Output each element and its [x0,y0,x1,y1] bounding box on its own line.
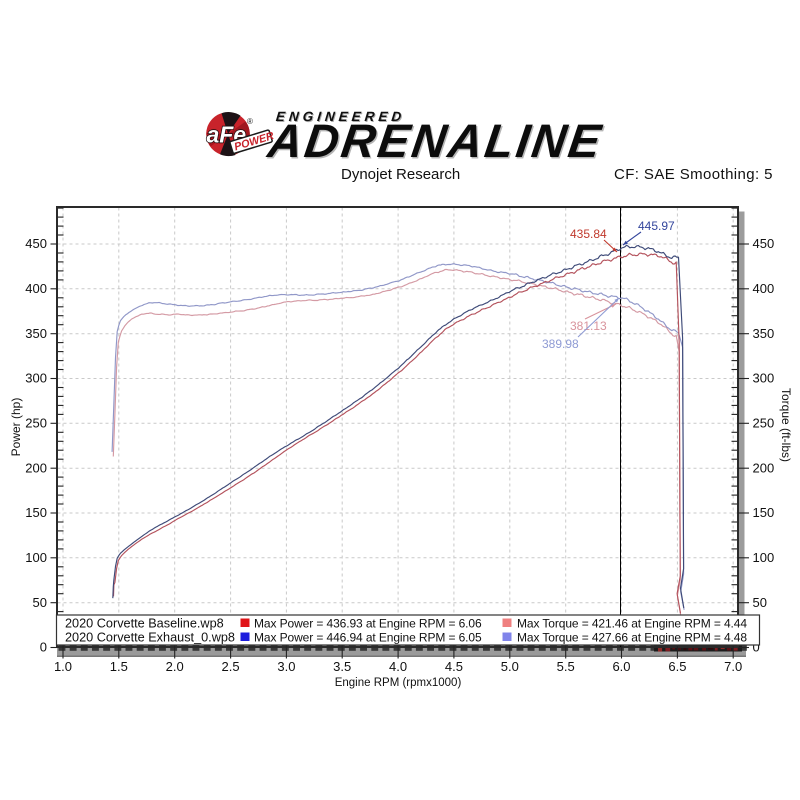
svg-text:435.84: 435.84 [570,227,607,241]
svg-text:Max Power = 436.93 at Engine R: Max Power = 436.93 at Engine RPM = 6.06 [254,617,482,631]
svg-text:1.5: 1.5 [110,659,128,674]
svg-text:400: 400 [753,281,775,296]
svg-text:®: ® [247,117,253,126]
svg-text:3.0: 3.0 [277,659,295,674]
svg-text:Max Torque = 427.66 at Engine: Max Torque = 427.66 at Engine RPM = 4.48 [517,631,747,645]
svg-text:4.5: 4.5 [445,659,463,674]
svg-text:100: 100 [25,550,47,565]
svg-text:450: 450 [753,236,775,251]
svg-text:200: 200 [25,460,47,475]
svg-text:300: 300 [753,371,775,386]
svg-text:6.5: 6.5 [668,659,686,674]
svg-text:50: 50 [753,595,767,610]
svg-text:4.0: 4.0 [389,659,407,674]
svg-text:Max Power = 446.94 at Engine R: Max Power = 446.94 at Engine RPM = 6.05 [254,631,482,645]
svg-text:445.97: 445.97 [638,219,675,233]
svg-text:389.98: 389.98 [542,337,579,351]
svg-text:6.0: 6.0 [612,659,630,674]
svg-text:400: 400 [25,281,47,296]
svg-text:5.0: 5.0 [501,659,519,674]
svg-text:Max Torque = 421.46 at Engine: Max Torque = 421.46 at Engine RPM = 4.44 [517,617,747,631]
svg-text:250: 250 [25,416,47,431]
svg-text:Engine RPM (rpmx1000): Engine RPM (rpmx1000) [335,677,462,689]
svg-text:350: 350 [25,326,47,341]
svg-text:1.0: 1.0 [54,659,72,674]
svg-text:0: 0 [40,640,47,655]
svg-text:250: 250 [753,416,775,431]
svg-text:200: 200 [753,460,775,475]
svg-text:381.13: 381.13 [570,319,607,333]
svg-text:Power (hp): Power (hp) [9,398,23,457]
svg-text:2.0: 2.0 [166,659,184,674]
svg-text:Torque (ft-lbs): Torque (ft-lbs) [779,388,793,462]
svg-text:3.5: 3.5 [333,659,351,674]
svg-text:450: 450 [25,236,47,251]
svg-text:7.0: 7.0 [724,659,742,674]
svg-text:5.5: 5.5 [557,659,575,674]
svg-text:2.5: 2.5 [222,659,240,674]
svg-text:100: 100 [753,550,775,565]
svg-text:2020 Corvette Exhaust_0.wp8: 2020 Corvette Exhaust_0.wp8 [65,631,235,645]
svg-text:300: 300 [25,371,47,386]
svg-text:0: 0 [753,640,760,655]
svg-text:50: 50 [33,595,47,610]
svg-text:150: 150 [25,505,47,520]
svg-text:2020 Corvette Baseline.wp8: 2020 Corvette Baseline.wp8 [65,617,224,631]
svg-text:350: 350 [753,326,775,341]
svg-text:150: 150 [753,505,775,520]
